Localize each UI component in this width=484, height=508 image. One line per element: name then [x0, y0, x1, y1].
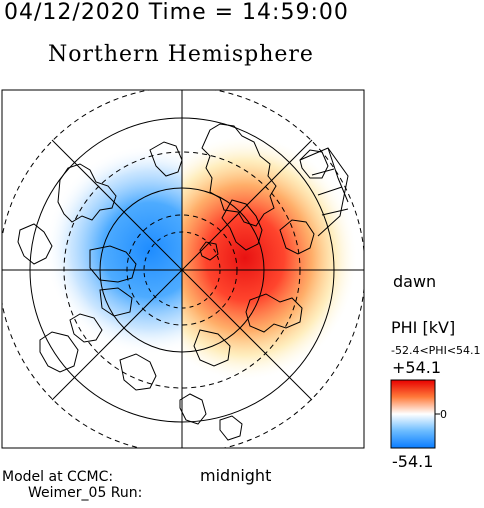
colorbar-title: PHI [kV] [391, 318, 456, 337]
midnight-label: midnight [200, 466, 272, 485]
colorbar-gradient [390, 379, 436, 449]
positive-potential-cell [182, 136, 357, 380]
colorbar-min-label: -54.1 [392, 452, 434, 471]
negative-potential-cell [45, 145, 182, 355]
model-run: Weimer_05 Run: [28, 485, 143, 501]
colorbar-zero-label: 0 [440, 408, 447, 421]
date-time-title: 04/12/2020 Time = 14:59:00 [4, 0, 349, 25]
model-credit: Model at CCMC: [2, 469, 114, 485]
hemisphere-title: Northern Hemisphere [48, 42, 314, 67]
colorbar-max-label: +54.1 [392, 358, 442, 377]
coastlines [17, 123, 329, 441]
meridians [2, 90, 364, 448]
dawn-label: dawn [393, 272, 437, 291]
outer-grid [299, 147, 349, 237]
colorbar-range: -52.4<PHI<54.1 [391, 344, 481, 357]
